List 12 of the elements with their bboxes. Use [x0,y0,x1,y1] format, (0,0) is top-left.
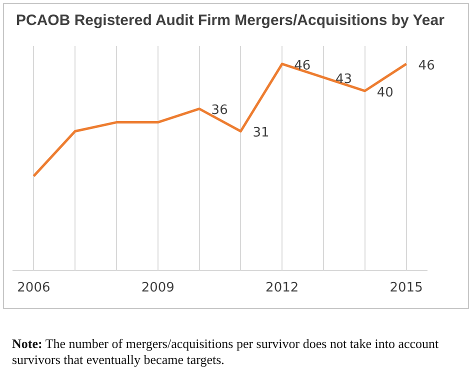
data-label: 36 [211,103,228,118]
data-label: 40 [376,85,394,100]
x-tick-label: 2006 [17,280,50,296]
data-label: 46 [294,58,311,74]
x-tick-label: 2009 [141,280,174,296]
x-tick-label: 2015 [390,280,423,296]
data-label: 31 [252,126,270,141]
x-tick-label: 2012 [266,280,299,296]
chart-title: PCAOB Registered Audit Firm Mergers/Acquisitions by Year [16,12,444,29]
data-label: 46 [418,58,435,74]
text: Note: The number of mergers/acquisitions per survivor does not take into account survivors that eventually became targets. [12,336,440,368]
data-label: 43 [336,72,352,87]
